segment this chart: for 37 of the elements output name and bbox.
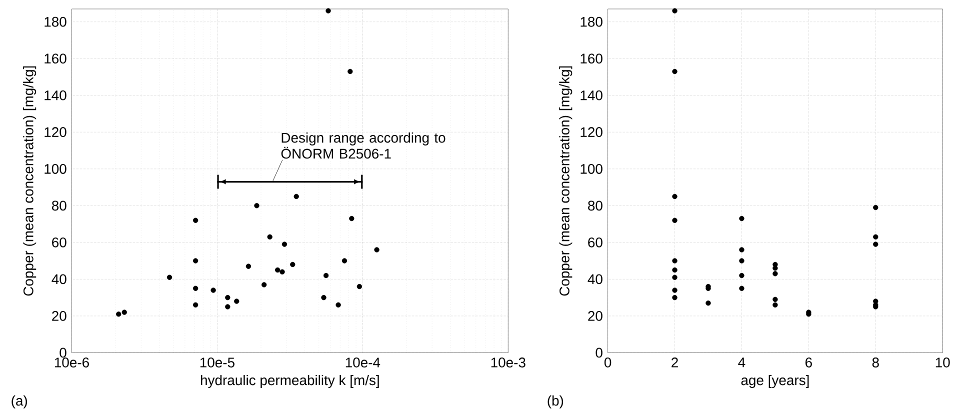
x-axis-title: hydraulic permeability k [m/s]: [200, 374, 379, 388]
x-tick-label: 2: [672, 358, 678, 368]
x-tick-label: 4: [738, 358, 746, 368]
x-tick-label: 8: [872, 358, 879, 368]
y-tick-label: 180: [44, 16, 66, 27]
y-tick-label: 120: [580, 127, 602, 138]
x-tick-label: 10: [936, 358, 950, 368]
y-tick-label: 20: [588, 310, 602, 321]
y-tick-label: 60: [52, 237, 66, 248]
x-axis-title: age [years]: [741, 374, 809, 388]
y-tick-label: 100: [580, 164, 602, 174]
y-tick-label: 0: [596, 348, 602, 358]
y-tick-label: 160: [44, 54, 66, 64]
y-axis-title: Copper (mean concentration) [mg/kg]: [23, 66, 36, 296]
text: (b): [548, 395, 564, 408]
y-tick-label: 80: [52, 200, 66, 211]
y-tick-label: 20: [52, 310, 66, 321]
y-tick-label: 40: [52, 274, 66, 284]
x-tick-label: 10e-6: [54, 358, 89, 368]
y-tick-label: 60: [588, 237, 602, 248]
y-tick-label: 0: [60, 348, 66, 358]
text: (a): [12, 395, 28, 408]
x-tick-label: 10e-3: [491, 358, 526, 368]
y-tick-label: 160: [580, 54, 602, 64]
y-tick-label: 40: [588, 274, 602, 284]
x-tick-label: 0: [604, 358, 612, 368]
x-tick-label: 10e-4: [346, 358, 380, 368]
y-axis-title: Copper (mean concentration) [mg/kg]: [559, 66, 572, 296]
y-tick-label: 100: [44, 164, 66, 174]
y-tick-label: 120: [44, 127, 66, 138]
x-tick-label: 6: [806, 358, 812, 368]
x-tick-label: 10e-5: [200, 358, 234, 368]
annotation: Design range according to ÖNORM B2506-1: [281, 132, 446, 159]
y-tick-label: 140: [580, 90, 602, 100]
y-tick-label: 140: [44, 90, 66, 100]
y-tick-label: 80: [588, 200, 602, 211]
y-tick-label: 180: [580, 16, 602, 27]
